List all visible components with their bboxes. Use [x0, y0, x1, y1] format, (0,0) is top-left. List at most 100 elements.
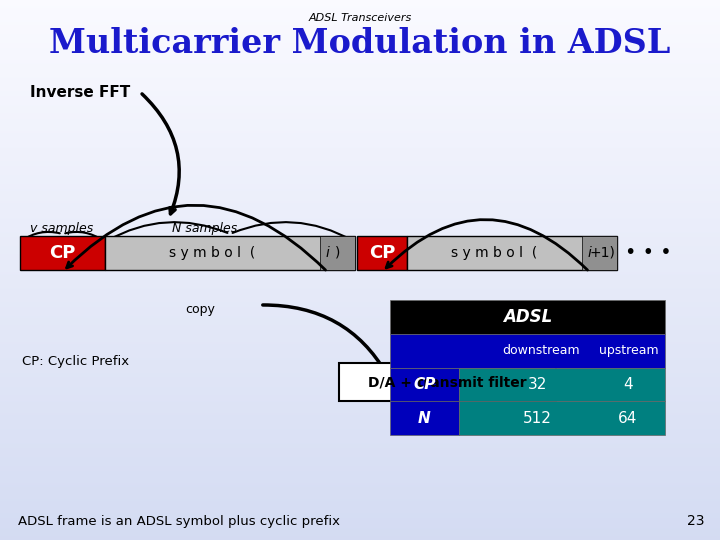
Bar: [0, 314, 720, 315]
Bar: [0, 305, 720, 306]
Bar: [0, 496, 720, 497]
Bar: [0, 130, 720, 131]
Bar: [0, 391, 720, 392]
Bar: [0, 387, 720, 388]
Bar: [0, 191, 720, 192]
Bar: [0, 491, 720, 492]
Bar: [0, 123, 720, 124]
Bar: [0, 121, 720, 122]
Bar: [0, 464, 720, 465]
Bar: [0, 447, 720, 448]
Bar: [0, 106, 720, 107]
Bar: [0, 12, 720, 13]
Bar: [0, 248, 720, 249]
Bar: [0, 426, 720, 427]
Bar: [0, 318, 720, 319]
Bar: [0, 100, 720, 101]
Bar: [0, 89, 720, 90]
Bar: [0, 95, 720, 96]
Bar: [0, 127, 720, 128]
Bar: [0, 63, 720, 64]
Bar: [0, 147, 720, 148]
Bar: [0, 90, 720, 91]
Bar: [0, 169, 720, 170]
Bar: [0, 167, 720, 168]
Bar: [0, 69, 720, 70]
Bar: [0, 443, 720, 444]
Bar: [407, 236, 617, 270]
Bar: [0, 231, 720, 232]
Bar: [0, 374, 720, 375]
Bar: [0, 312, 720, 313]
Bar: [0, 383, 720, 384]
Bar: [0, 463, 720, 464]
Bar: [0, 365, 720, 366]
Text: s y m b o l  (: s y m b o l (: [451, 246, 538, 260]
Bar: [582, 236, 617, 270]
Bar: [0, 529, 720, 530]
Bar: [0, 450, 720, 451]
Bar: [0, 316, 720, 317]
Bar: [0, 404, 720, 405]
Bar: [0, 273, 720, 274]
Text: copy: copy: [185, 303, 215, 316]
Bar: [0, 425, 720, 426]
Bar: [0, 157, 720, 158]
Bar: [0, 221, 720, 222]
Bar: [0, 432, 720, 433]
Bar: [0, 62, 720, 63]
Bar: [0, 213, 720, 214]
Bar: [0, 261, 720, 262]
Bar: [0, 297, 720, 298]
Bar: [0, 503, 720, 504]
Bar: [0, 187, 720, 188]
Bar: [0, 233, 720, 234]
Bar: [0, 229, 720, 230]
Bar: [0, 163, 720, 164]
Text: N samples: N samples: [172, 222, 238, 235]
Bar: [0, 99, 720, 100]
Bar: [0, 412, 720, 413]
Bar: [0, 371, 720, 372]
Text: 512: 512: [523, 410, 552, 426]
Bar: [0, 398, 720, 399]
Bar: [0, 498, 720, 499]
Bar: [0, 113, 720, 114]
Bar: [0, 337, 720, 338]
Bar: [0, 499, 720, 500]
Bar: [0, 194, 720, 195]
Bar: [0, 104, 720, 105]
Bar: [0, 160, 720, 161]
Bar: [0, 382, 720, 383]
Bar: [0, 75, 720, 76]
Bar: [0, 3, 720, 4]
Bar: [0, 224, 720, 225]
Bar: [0, 2, 720, 3]
Bar: [0, 395, 720, 396]
Bar: [0, 206, 720, 207]
Bar: [0, 27, 720, 28]
Bar: [0, 485, 720, 486]
Bar: [0, 301, 720, 302]
Bar: [0, 497, 720, 498]
Bar: [0, 525, 720, 526]
Bar: [0, 6, 720, 7]
Bar: [0, 453, 720, 454]
Bar: [0, 122, 720, 123]
Bar: [0, 68, 720, 69]
Bar: [357, 236, 407, 270]
Bar: [0, 326, 720, 327]
Bar: [0, 407, 720, 408]
Bar: [0, 153, 720, 154]
Bar: [0, 486, 720, 487]
Bar: [0, 517, 720, 518]
Bar: [0, 460, 720, 461]
Bar: [0, 202, 720, 203]
Bar: [0, 284, 720, 285]
Text: ADSL Transceivers: ADSL Transceivers: [308, 13, 412, 23]
FancyBboxPatch shape: [339, 363, 556, 401]
Bar: [0, 176, 720, 177]
Bar: [0, 58, 720, 59]
Bar: [0, 246, 720, 247]
Bar: [0, 66, 720, 67]
